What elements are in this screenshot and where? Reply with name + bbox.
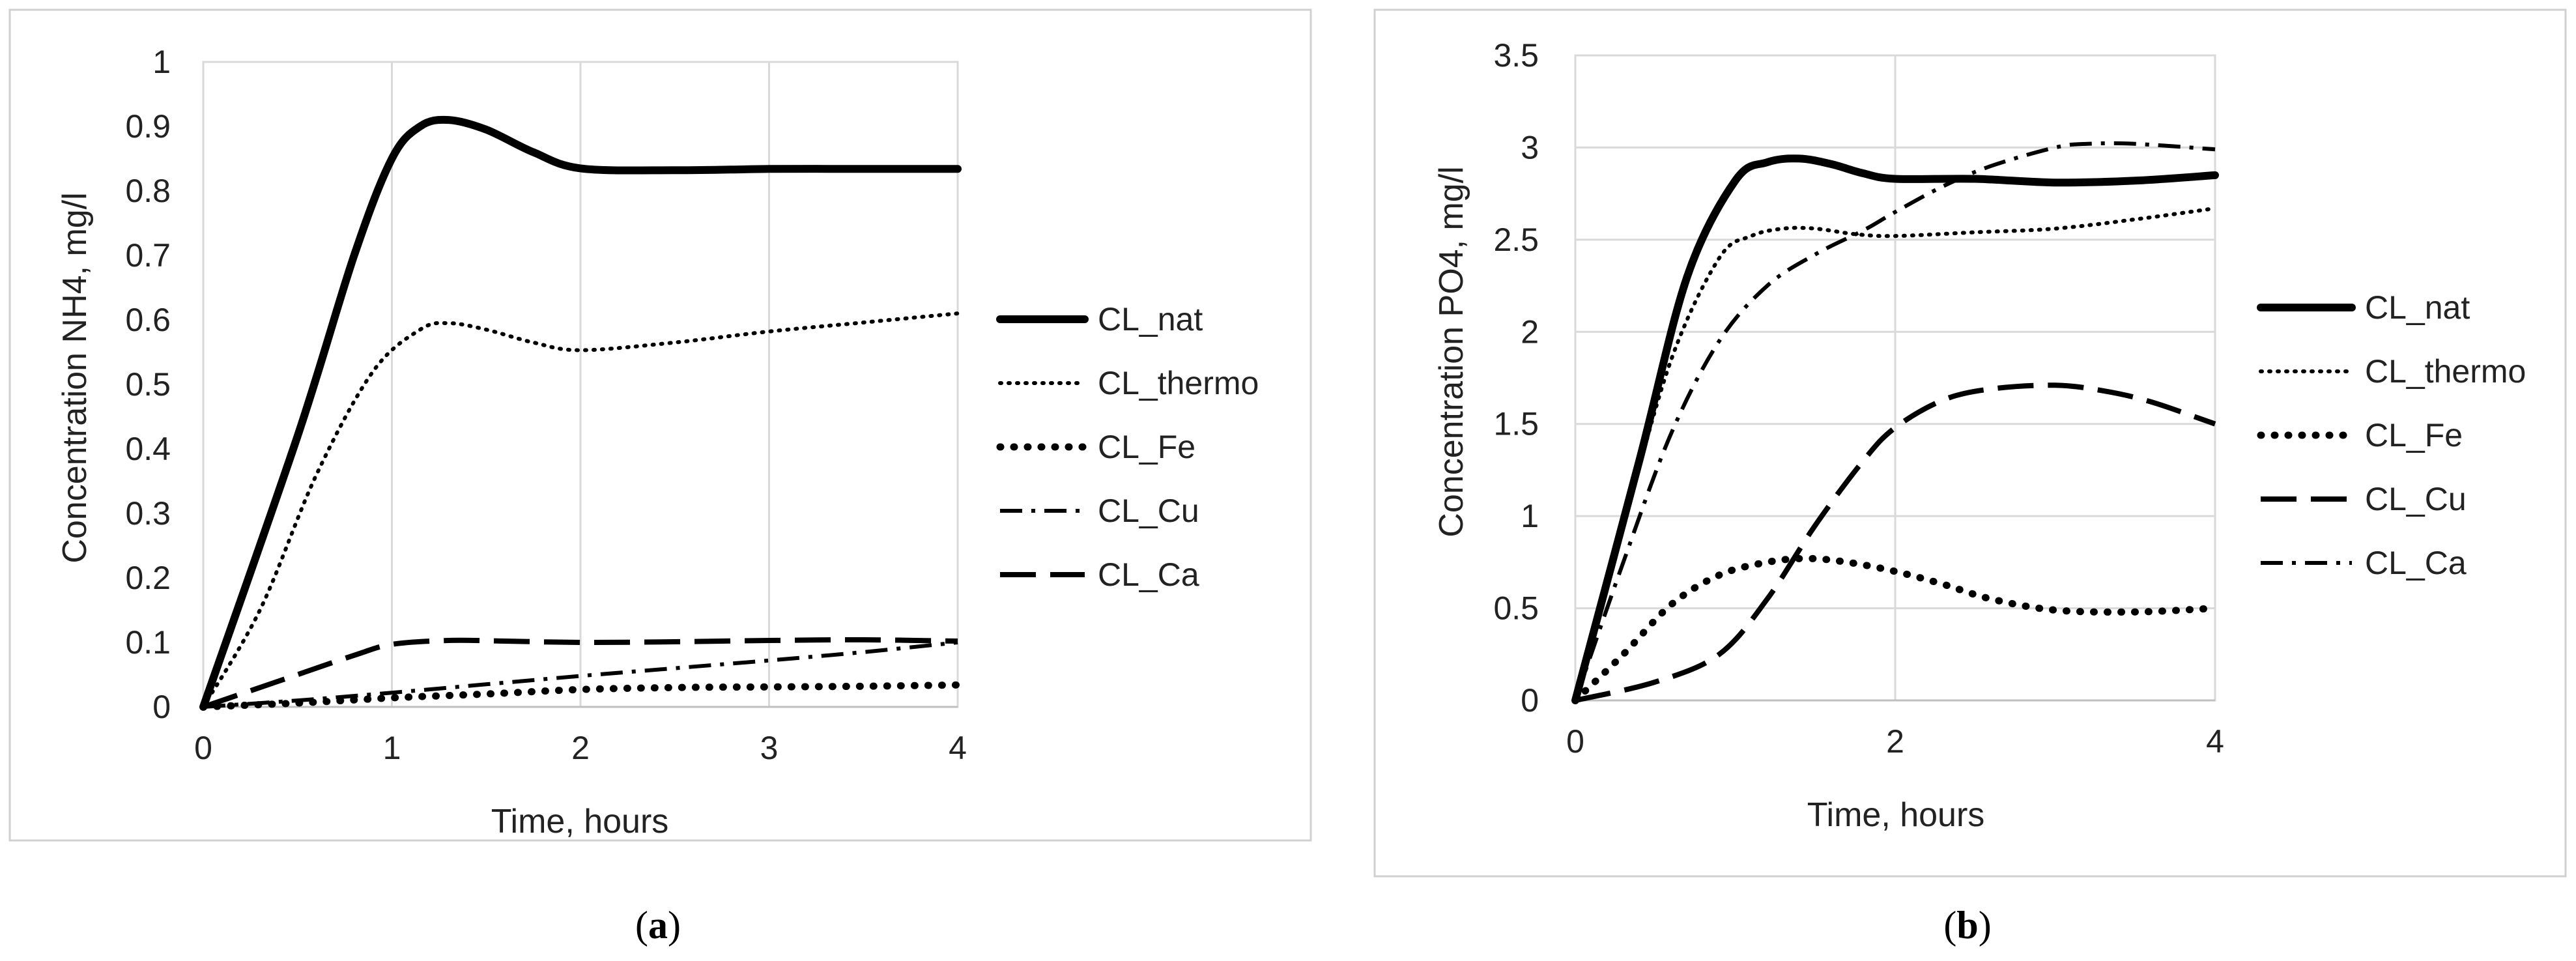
- x-tick-label: 0: [1566, 723, 1584, 760]
- legend-label-cl-cu: CL_Cu: [2365, 481, 2467, 517]
- panel-a-legend: CL_nat CL_thermo CL_Fe CL_Cu CL_Ca: [996, 301, 1259, 593]
- series-line-cl-fe: [1571, 554, 2219, 704]
- y-tick-label: 2.5: [1493, 222, 1539, 258]
- series-line-cl-cu: [203, 640, 958, 709]
- panel-a-frame: [8, 8, 1312, 842]
- legend-label-cl-ca: CL_Ca: [2365, 545, 2467, 581]
- panel-b-xlabel: Time, hours: [1807, 796, 1985, 834]
- x-tick-label: 4: [2206, 723, 2224, 760]
- panel-label-a: (a): [635, 904, 681, 947]
- series-line-cl-thermo: [1573, 206, 2217, 702]
- legend-label-cl-nat: CL_nat: [1098, 301, 1203, 337]
- series-line-cl-ca: [202, 637, 958, 710]
- series-line-cl-nat: [1571, 154, 2219, 704]
- y-tick-label: 0.4: [125, 431, 171, 467]
- x-tick-label: 2: [1886, 723, 1904, 760]
- x-tick-label: 3: [760, 730, 779, 766]
- y-tick-label: 0.2: [125, 560, 171, 596]
- y-tick-label: 1: [152, 44, 171, 80]
- series-line-cl-nat: [199, 115, 962, 711]
- legend-label-cl-nat: CL_nat: [2365, 289, 2470, 326]
- x-tick-label: 1: [383, 730, 401, 766]
- y-tick-label: 3: [1521, 129, 1539, 165]
- y-tick-label: 0.9: [125, 108, 171, 145]
- panel-a: 0 1 2 3 4 0 0.1 0.2 0.3 0.4 0.5 0.6 0.7 0.8 0.9 1 Time,…: [8, 8, 1312, 842]
- legend-label-cl-fe: CL_Fe: [1098, 429, 1195, 465]
- legend-label-cl-thermo: CL_thermo: [1098, 365, 1259, 401]
- panel-b: 0 2 4 0 0.5 1 1.5 2 2.5 3 3.5 Time, hours Concentr…: [1373, 8, 2567, 878]
- panel-b-ylabel: Concentration PO4, mg/l: [1433, 166, 1470, 537]
- y-tick-label: 0.5: [1493, 590, 1539, 627]
- y-tick-label: 2: [1521, 313, 1539, 350]
- panel-b-series: [1571, 141, 2219, 704]
- panel-a-ticks: 0 1 2 3 4 0 0.1 0.2 0.3 0.4 0.5 0.6 0.7 0.8 0.9 1: [125, 44, 966, 766]
- panel-b-ticks: 0 2 4 0 0.5 1 1.5 2 2.5 3 3.5: [1493, 37, 2224, 760]
- y-tick-label: 0: [1521, 682, 1539, 719]
- series-line-cl-ca: [1573, 141, 2216, 701]
- legend-label-cl-thermo: CL_thermo: [2365, 353, 2526, 390]
- legend-label-cl-cu: CL_Cu: [1098, 493, 1199, 529]
- y-tick-label: 0.7: [125, 237, 171, 274]
- series-line-cl-cu: [1575, 382, 2216, 703]
- y-tick-label: 0.1: [125, 624, 171, 661]
- legend-label-cl-fe: CL_Fe: [2365, 417, 2463, 453]
- panel-b-grid: [1574, 54, 2216, 702]
- y-tick-label: 0: [152, 689, 171, 725]
- panel-b-frame: [1373, 8, 2567, 878]
- y-tick-label: 1: [1521, 498, 1539, 534]
- x-tick-label: 2: [571, 730, 590, 766]
- panel-a-series: [199, 115, 962, 711]
- y-tick-label: 0.5: [125, 366, 171, 403]
- panel-a-xlabel: Time, hours: [491, 803, 669, 840]
- panel-label-b: (b): [1943, 904, 1991, 947]
- series-line-cl-thermo: [201, 311, 960, 709]
- x-tick-label: 4: [949, 730, 967, 766]
- y-tick-label: 0.8: [125, 173, 171, 209]
- panel-label-b-letter: b: [1956, 904, 1978, 947]
- y-tick-label: 0.3: [125, 495, 171, 532]
- y-tick-label: 0.6: [125, 302, 171, 338]
- legend-label-cl-ca: CL_Ca: [1098, 556, 1199, 593]
- y-tick-label: 3.5: [1493, 37, 1539, 74]
- series-line-cl-fe: [199, 681, 962, 711]
- x-tick-label: 0: [194, 730, 212, 766]
- panel-label-a-letter: a: [648, 904, 668, 947]
- y-tick-label: 1.5: [1493, 406, 1539, 442]
- panel-a-ylabel: Concentration NH4, mg/l: [56, 192, 94, 563]
- panel-b-legend: CL_nat CL_thermo CL_Fe CL_Cu CL_Ca: [2257, 289, 2526, 581]
